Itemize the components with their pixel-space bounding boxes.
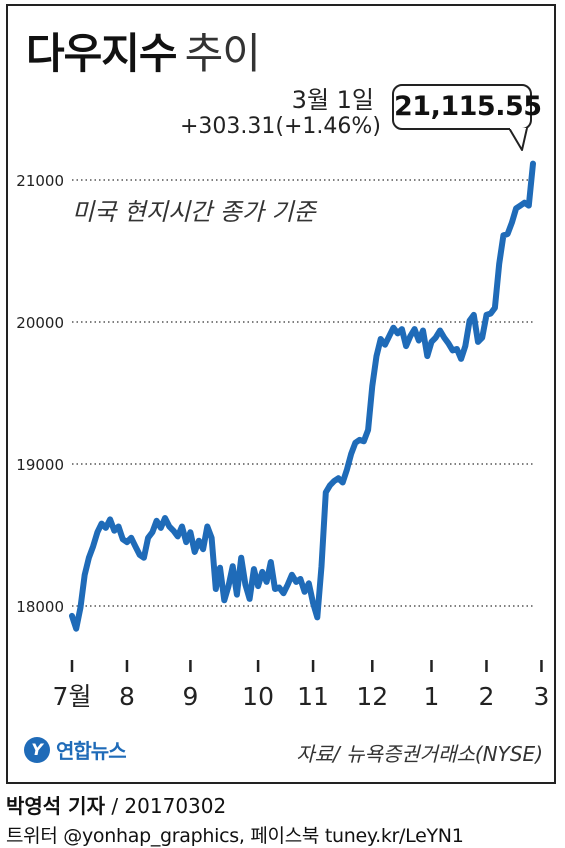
- publish-date: / 20170302: [104, 794, 227, 818]
- dow-index-line: [69, 160, 536, 632]
- x-tick-label: 3: [534, 682, 550, 711]
- reporter-name: 박영석 기자: [6, 794, 105, 818]
- x-tick-label: 7월: [53, 682, 92, 711]
- x-tick-label: 1: [424, 682, 440, 711]
- chart-title: 다우지수 추이: [26, 20, 261, 81]
- x-tick-label: 10: [242, 682, 274, 711]
- yonhap-logo-icon: Y: [24, 736, 50, 763]
- credit-line: 박영석 기자 / 20170302: [6, 790, 226, 819]
- x-axis-ticks: 7월 8 9 10 11 12 1 2 3: [53, 660, 550, 711]
- title-main: 다우지수: [26, 29, 178, 78]
- x-tick-label: 12: [356, 682, 388, 711]
- title-sub: 추이: [184, 29, 261, 78]
- yonhap-logo: Y 연합뉴스: [24, 735, 127, 764]
- source-note: 자료/ 뉴욕증권거래소(NYSE): [296, 742, 543, 766]
- latest-change-label: +303.31(+1.46%): [180, 114, 381, 139]
- latest-value-callout: 21,115.55: [392, 84, 542, 130]
- latest-date-label: 3월 1일: [291, 86, 374, 114]
- series-line-layer: [69, 160, 536, 632]
- logo-text: 연합뉴스: [56, 739, 127, 763]
- y-tick-label: 20000: [16, 314, 64, 332]
- chart-frame: [6, 4, 556, 784]
- y-tick-label: 21000: [16, 172, 64, 190]
- sns-info: 트위터 @yonhap_graphics, 페이스북 tuney.kr/LeYN…: [6, 825, 464, 847]
- y-tick-label: 18000: [16, 598, 64, 616]
- x-tick-label: 11: [297, 682, 329, 711]
- x-tick-label: 8: [119, 682, 135, 711]
- callout-tail: [508, 128, 528, 151]
- y-tick-label: 19000: [16, 456, 64, 474]
- y-axis-ticks: 18000 19000 20000 21000: [16, 172, 64, 616]
- grid-lines: [72, 179, 535, 607]
- latest-value: 21,115.55: [394, 91, 542, 122]
- x-tick-label: 2: [479, 682, 495, 711]
- x-tick-label: 9: [182, 682, 198, 711]
- basis-note: 미국 현지시간 종가 기준: [72, 198, 316, 226]
